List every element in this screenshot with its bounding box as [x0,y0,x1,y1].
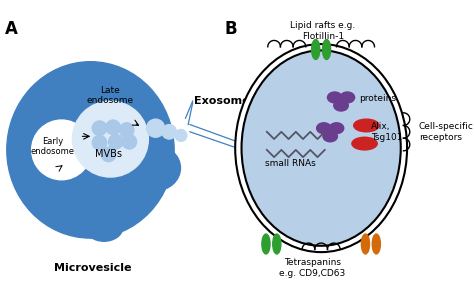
Text: Tetraspanins
e.g. CD9,CD63: Tetraspanins e.g. CD9,CD63 [279,258,345,278]
Ellipse shape [7,62,174,238]
Circle shape [106,120,120,134]
Ellipse shape [235,44,407,252]
Text: Microvesicle: Microvesicle [54,263,131,272]
Ellipse shape [131,145,181,191]
Ellipse shape [273,234,281,254]
Circle shape [175,130,187,141]
Ellipse shape [329,123,344,134]
Text: Alix,
Tsg101: Alix, Tsg101 [371,122,402,142]
Ellipse shape [354,119,379,132]
Circle shape [119,123,134,137]
Ellipse shape [340,92,355,103]
Ellipse shape [317,123,331,134]
Circle shape [101,147,116,162]
Text: Exosome: Exosome [194,96,250,106]
Circle shape [109,134,123,149]
Text: proteins: proteins [359,94,396,103]
Ellipse shape [311,40,320,59]
Circle shape [162,125,176,139]
Ellipse shape [242,51,400,245]
Circle shape [73,101,148,177]
Circle shape [92,121,107,135]
Text: MVBs: MVBs [95,149,122,159]
Ellipse shape [322,40,331,59]
Text: B: B [224,20,237,38]
Ellipse shape [262,234,270,254]
Circle shape [122,134,137,149]
Circle shape [92,135,107,150]
Text: Lipid rafts e.g.
Flotillin-1: Lipid rafts e.g. Flotillin-1 [290,21,356,41]
Circle shape [146,119,164,137]
Text: small RNAs: small RNAs [265,159,316,168]
Circle shape [32,120,91,180]
Ellipse shape [372,234,380,254]
Ellipse shape [334,100,348,111]
Text: Cell-specific
receptors: Cell-specific receptors [419,122,474,142]
Ellipse shape [352,137,377,150]
Text: A: A [5,20,18,38]
Ellipse shape [361,234,370,254]
Ellipse shape [323,131,337,142]
Text: Late
endosome: Late endosome [87,86,134,105]
Text: Early
endosome: Early endosome [30,136,74,156]
Ellipse shape [328,92,342,103]
Ellipse shape [85,212,123,241]
